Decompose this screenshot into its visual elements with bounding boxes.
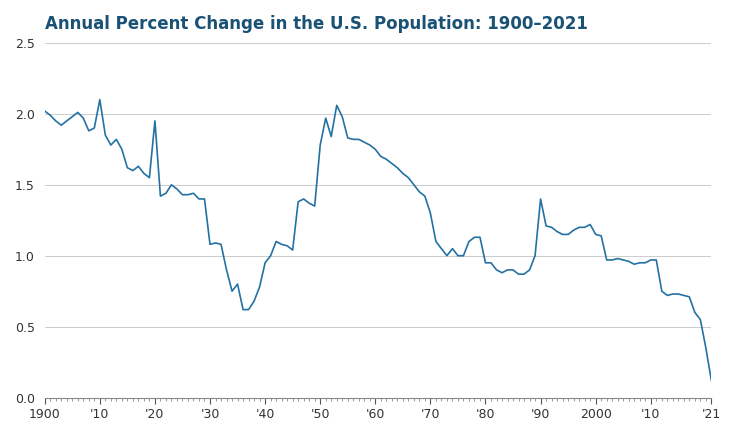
Text: Annual Percent Change in the U.S. Population: 1900–2021: Annual Percent Change in the U.S. Popula… xyxy=(45,15,587,33)
